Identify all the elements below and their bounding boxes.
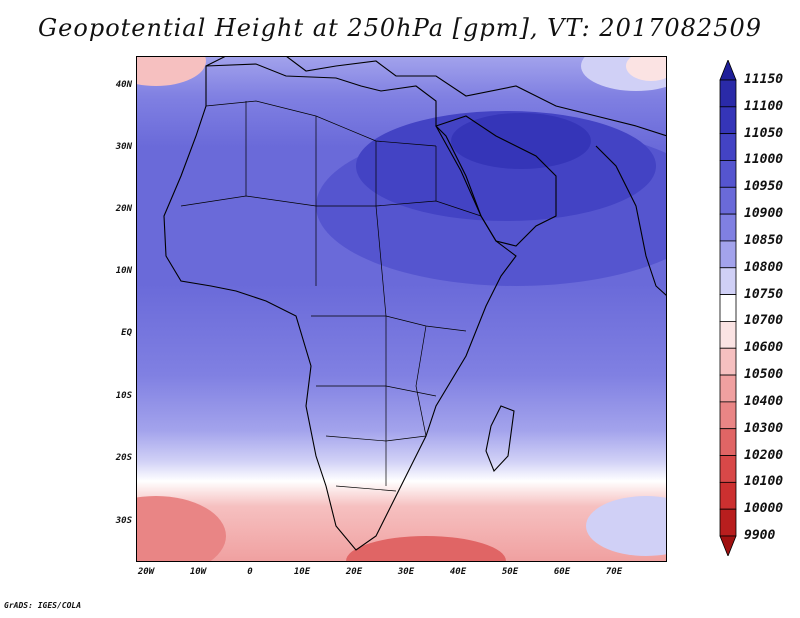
colorbar-label: 10750 [744,286,784,302]
height-field [136,56,667,562]
colorbar-label: 11000 [744,152,784,168]
lat-label-eq: EQ [121,328,132,338]
colorbar-label: 10300 [744,420,784,436]
map-plot [136,56,667,562]
border-east [385,316,427,486]
lon-label-60e: 60E [553,567,571,577]
colorbar-cell [719,294,737,322]
ne-pink [626,56,667,81]
colorbar-cell [719,267,737,295]
colorbar-label: 10800 [744,259,784,275]
sw-trough [136,496,226,562]
colorbar-label: 10400 [744,393,784,409]
colorbar-cell [719,186,737,215]
colorbar-label: 11100 [744,98,784,114]
colorbar-cell [719,106,737,135]
colorbar-label: 11150 [744,72,784,87]
colorbar-cell [719,374,737,403]
lon-label-40e: 40E [449,567,467,577]
colorbar-label: 10100 [744,474,784,490]
lon-label-70e: 70E [605,567,623,577]
lat-label-20s: 20S [115,453,132,463]
lon-label-20e: 20E [345,567,363,577]
lat-label-20n: 20N [115,204,132,214]
colorbar-cell [719,401,737,430]
colorbar-label: 9900 [744,528,776,543]
colorbar-label: 10200 [744,447,784,463]
lon-label-30e: 30E [397,567,415,577]
contour-11050-region [451,113,591,169]
s-trough [346,536,506,562]
colorbar-cell [719,240,737,269]
coastlines [163,56,667,551]
lat-label-10n: 10N [115,266,132,276]
colorbar-label: 11050 [744,125,784,141]
colorbar-cell [719,455,737,483]
colorbar-label: 10700 [744,313,784,329]
colorbar-cell [719,213,737,242]
border-meridional [245,101,437,317]
colorbar-top-arrow [719,60,737,81]
lat-label-40n: 40N [115,80,132,90]
colorbar-bottom-arrow [719,535,737,556]
colorbar-cell [719,347,737,376]
colorbar-cell [719,508,737,537]
colorbar-label: 10950 [744,179,784,195]
lat-label-10s: 10S [115,391,132,401]
grads-credit: GrADS: IGES/COLA [4,601,82,610]
colorbar-cell [719,428,737,456]
colorbar-label: 10000 [744,501,784,517]
plot-frame [136,56,667,562]
lat-label-30n: 30N [115,142,132,152]
mediterranean-north [205,56,667,137]
colorbar-cell [719,481,737,510]
colorbar-label: 10900 [744,206,784,222]
colorbar-label: 10500 [744,367,784,383]
india-coast [595,145,667,297]
nw-low-pink [136,56,206,86]
lon-label-20w: 20W [137,567,155,577]
border-sahel [180,195,482,217]
lat-label-30s: 30S [115,516,132,526]
colorbar-label: 10600 [744,340,784,356]
colorbar-cell [719,321,737,349]
map-title: Geopotential Height at 250hPa [gpm], VT:… [38,14,762,42]
se-white [586,496,667,556]
colorbar-cell [719,160,737,188]
lon-label-0: 0 [247,567,253,577]
colorbar [719,60,737,556]
madagascar [485,405,515,473]
colorbar-cell [719,133,737,161]
africa-coastline [163,63,517,551]
colorbar-cell [719,79,737,108]
lon-label-50e: 50E [501,567,519,577]
lon-label-10e: 10E [293,567,311,577]
colorbar-label: 10850 [744,232,784,248]
lon-label-10w: 10W [189,567,207,577]
arabian-peninsula [435,115,557,247]
country-borders [180,100,482,492]
